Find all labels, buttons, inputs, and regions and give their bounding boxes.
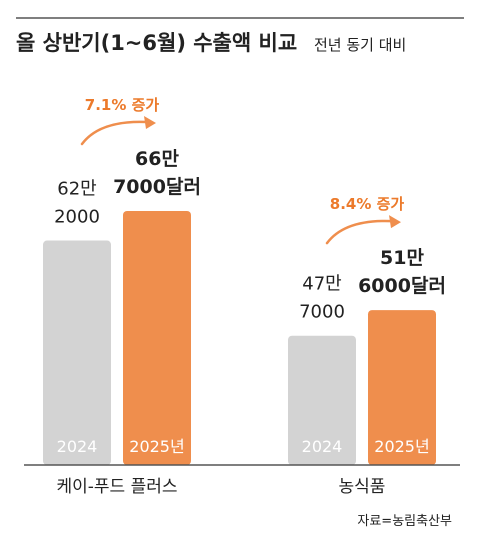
category-label: 케이-푸드 플러스 bbox=[56, 477, 177, 497]
bar bbox=[288, 335, 356, 465]
series-label: 2025년 bbox=[374, 437, 429, 456]
series-label: 2024 bbox=[57, 437, 98, 456]
growth-arrowhead bbox=[144, 116, 156, 129]
growth-arrow bbox=[325, 219, 394, 245]
series-label: 2024 bbox=[302, 437, 343, 456]
bar bbox=[123, 211, 191, 465]
data-label: 7000 bbox=[299, 302, 345, 323]
series-label: 2025년 bbox=[129, 437, 184, 456]
growth-arrow bbox=[80, 120, 149, 146]
growth-label: 7.1% 증가 bbox=[85, 96, 160, 114]
data-label: 6000달러 bbox=[358, 275, 446, 297]
source-note: 자료=농림축산부 bbox=[357, 514, 452, 529]
bar bbox=[368, 310, 436, 465]
chart-subtitle: 전년 동기 대비 bbox=[314, 36, 406, 54]
growth-arrowhead bbox=[389, 215, 401, 229]
bar bbox=[43, 240, 111, 465]
data-label: 66만 bbox=[135, 148, 179, 170]
data-label: 47만 bbox=[302, 274, 341, 295]
growth-label: 8.4% 증가 bbox=[330, 195, 405, 213]
data-label: 62만 bbox=[57, 179, 96, 200]
data-label: 2000 bbox=[54, 207, 100, 228]
data-label: 7000달러 bbox=[113, 176, 201, 198]
data-label: 51만 bbox=[380, 247, 424, 269]
category-label: 농식품 bbox=[339, 477, 386, 497]
chart-title: 올 상반기(1~6월) 수출액 비교 bbox=[16, 31, 297, 55]
